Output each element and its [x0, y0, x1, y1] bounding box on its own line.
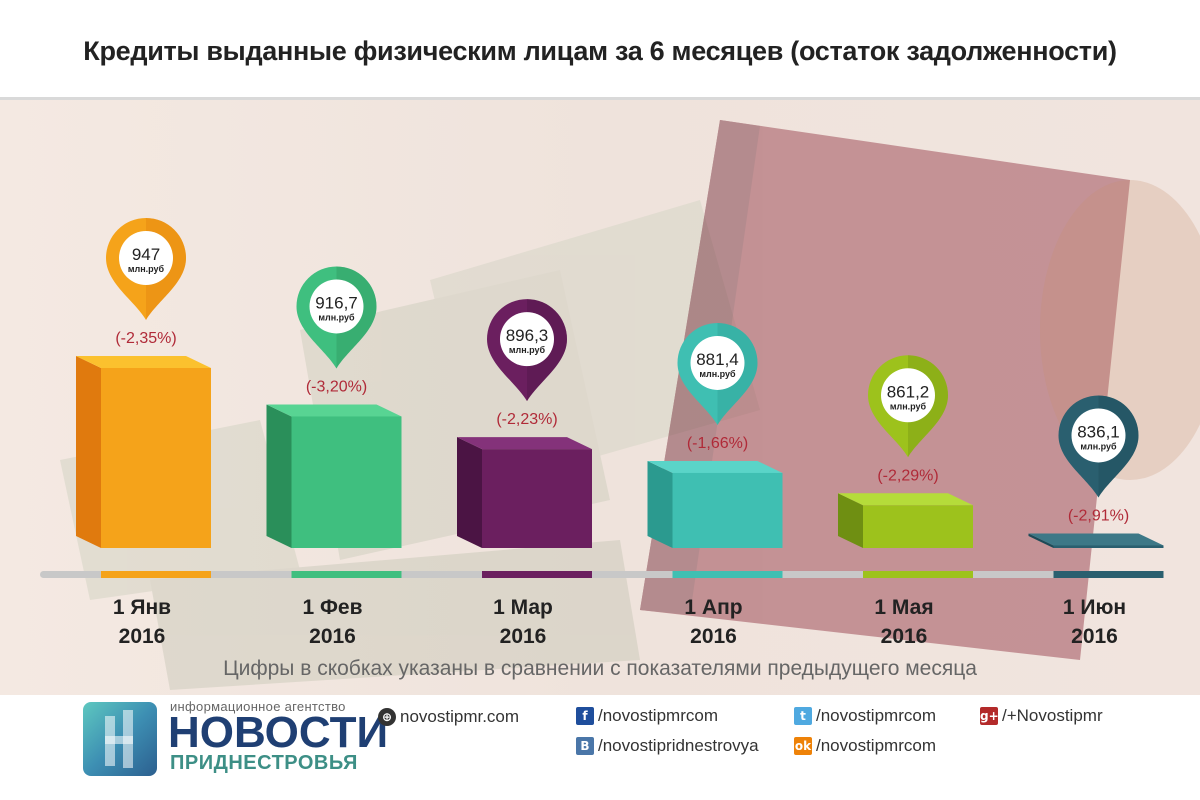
value-unit-label: млн.руб — [128, 264, 165, 274]
category-year-label: 2016 — [690, 625, 737, 648]
value-pin-face — [309, 279, 364, 334]
logo-name: НОВОСТИ — [168, 708, 389, 757]
bar-side — [266, 404, 292, 548]
odnoklassniki-icon: ok — [794, 737, 812, 755]
bar-top — [1028, 533, 1164, 546]
website-link[interactable]: ⊕ novostipmr.com — [378, 707, 519, 727]
twitter-icon: t — [794, 707, 812, 725]
logo-region: ПРИДНЕСТРОВЬЯ — [170, 752, 358, 774]
value-unit-label: млн.руб — [509, 345, 546, 355]
category-label: 1 Фев — [302, 596, 362, 619]
google-plus-link-text: /+Novostipmr — [1002, 706, 1103, 725]
value-label: 881,4 — [696, 350, 739, 369]
facebook-link[interactable]: f /novostipmrcom — [576, 706, 718, 726]
vk-link-text: /novostipridnestrovya — [598, 736, 759, 755]
vk-icon: B — [576, 737, 594, 755]
baseline-segment — [1053, 571, 1164, 578]
value-pin-face — [1071, 408, 1126, 463]
bar-top — [457, 437, 592, 450]
bar — [291, 416, 402, 548]
category-label: 1 Янв — [113, 596, 171, 619]
category-label: 1 Мая — [874, 596, 933, 619]
globe-icon: ⊕ — [378, 708, 396, 726]
google-plus-icon: g+ — [980, 707, 999, 725]
footer: информационное агентство НОВОСТИ ПРИДНЕС… — [0, 695, 1200, 800]
category-label: 1 Апр — [684, 596, 742, 619]
value-unit-label: млн.руб — [890, 401, 927, 411]
change-label: (-2,35%) — [115, 330, 176, 347]
category-year-label: 2016 — [119, 625, 166, 648]
google-plus-link[interactable]: g+ /+Novostipmr — [980, 706, 1103, 726]
bar-side — [1028, 533, 1054, 548]
bar — [672, 472, 783, 548]
baseline-segment — [482, 571, 592, 578]
value-pin-face — [119, 231, 173, 285]
twitter-link-text: /novostipmrcom — [816, 706, 936, 725]
value-label: 836,1 — [1077, 422, 1120, 441]
website-link-text: novostipmr.com — [400, 707, 520, 726]
bar-top — [838, 493, 973, 506]
value-label: 896,3 — [506, 326, 549, 345]
bar-side — [838, 493, 863, 548]
category-year-label: 2016 — [500, 625, 547, 648]
value-unit-label: млн.руб — [318, 312, 355, 322]
header: Кредиты выданные физическим лицам за 6 м… — [0, 0, 1200, 100]
category-year-label: 2016 — [881, 625, 928, 648]
change-label: (-1,66%) — [687, 435, 748, 452]
bar-side — [76, 356, 101, 548]
baseline-segment — [672, 571, 783, 578]
bar-top — [266, 404, 402, 417]
category-year-label: 2016 — [1071, 625, 1118, 648]
twitter-link[interactable]: t /novostipmrcom — [794, 706, 936, 726]
bar — [863, 505, 973, 548]
bar — [1053, 545, 1164, 548]
bar-top — [647, 460, 783, 473]
value-label: 916,7 — [315, 293, 358, 312]
baseline-segment — [101, 571, 211, 578]
value-label: 947 — [132, 245, 160, 264]
odnoklassniki-link-text: /novostipmrcom — [816, 736, 936, 755]
change-label: (-3,20%) — [306, 378, 367, 395]
value-unit-label: млн.руб — [699, 369, 736, 379]
change-label: (-2,91%) — [1068, 507, 1129, 524]
baseline-segment — [863, 571, 973, 578]
category-label: 1 Мар — [493, 596, 553, 619]
baseline-segment — [291, 571, 402, 578]
change-label: (-2,23%) — [496, 411, 557, 428]
chart-title: Кредиты выданные физическим лицам за 6 м… — [83, 36, 1117, 66]
value-pin-face — [500, 312, 554, 367]
category-year-label: 2016 — [309, 625, 356, 648]
value-unit-label: млн.руб — [1080, 441, 1117, 451]
category-label: 1 Июн — [1063, 596, 1126, 619]
bar-top — [76, 356, 211, 368]
bar — [482, 449, 592, 548]
value-pin-face — [690, 335, 745, 390]
value-pin-face — [881, 368, 935, 423]
bar-side — [647, 460, 673, 548]
change-label: (-2,29%) — [877, 467, 938, 484]
value-label: 861,2 — [887, 382, 930, 401]
facebook-icon: f — [576, 707, 594, 725]
vk-link[interactable]: B /novostipridnestrovya — [576, 736, 759, 756]
logo-icon — [83, 702, 157, 776]
footnote: Цифры в скобках указаны в сравнении с по… — [223, 657, 977, 680]
bar-side — [457, 437, 482, 548]
logo-tagline: информационное агентство — [170, 699, 346, 714]
bar — [101, 368, 211, 548]
odnoklassniki-link[interactable]: ok /novostipmrcom — [794, 736, 936, 756]
facebook-link-text: /novostipmrcom — [598, 706, 718, 725]
